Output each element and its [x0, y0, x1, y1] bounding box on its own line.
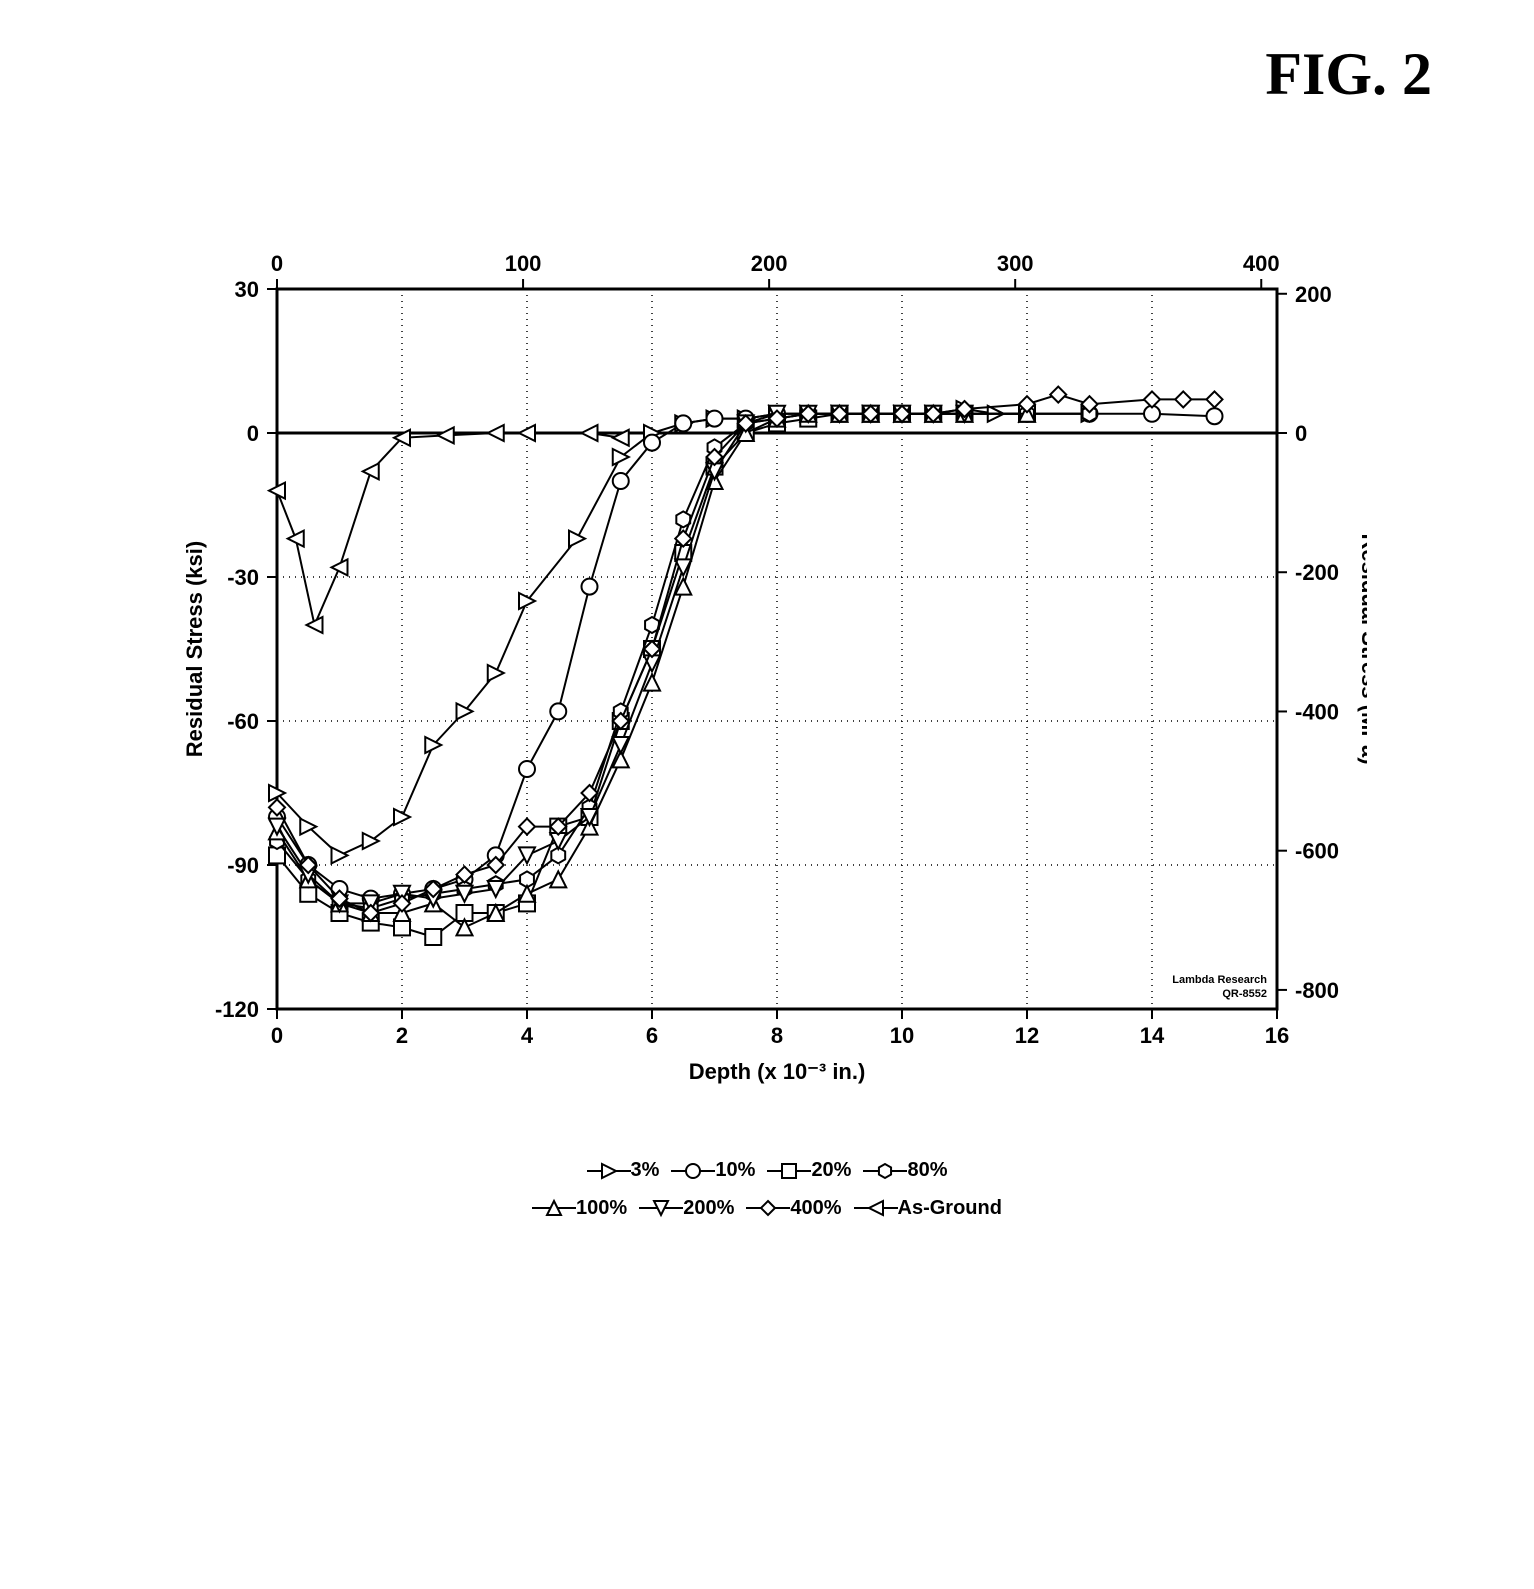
svg-text:Depth (x 10⁻³ in.): Depth (x 10⁻³ in.) — [689, 1059, 866, 1084]
svg-text:Residual Stress (ksi): Residual Stress (ksi) — [182, 541, 207, 757]
svg-text:6: 6 — [646, 1023, 658, 1048]
svg-text:-90: -90 — [227, 853, 259, 878]
svg-text:0: 0 — [271, 1023, 283, 1048]
svg-text:8: 8 — [771, 1023, 783, 1048]
svg-text:0: 0 — [1295, 421, 1307, 446]
svg-text:100: 100 — [505, 251, 542, 276]
svg-text:30: 30 — [235, 277, 259, 302]
svg-text:-30: -30 — [227, 565, 259, 590]
legend-item: 400% — [746, 1197, 841, 1220]
legend-item: 10% — [671, 1159, 755, 1182]
svg-text:Lambda Research: Lambda Research — [1172, 974, 1267, 986]
svg-text:-400: -400 — [1295, 699, 1339, 724]
chart-legend: 3% 10% 20% 80% 100% 200% 400% As-Ground — [167, 1159, 1367, 1224]
svg-text:-60: -60 — [227, 709, 259, 734]
svg-text:-200: -200 — [1295, 560, 1339, 585]
svg-text:16: 16 — [1265, 1023, 1289, 1048]
svg-text:10: 10 — [890, 1023, 914, 1048]
svg-text:-600: -600 — [1295, 839, 1339, 864]
svg-text:-800: -800 — [1295, 978, 1339, 1003]
svg-text:200: 200 — [1295, 282, 1332, 307]
svg-text:Residual Stress (MPa): Residual Stress (MPa) — [1357, 533, 1367, 764]
legend-item: 200% — [639, 1197, 734, 1220]
figure-title: FIG. 2 — [42, 40, 1432, 109]
svg-text:QR-8552: QR-8552 — [1222, 988, 1267, 1000]
legend-item: 100% — [532, 1197, 627, 1220]
svg-text:300: 300 — [997, 251, 1034, 276]
svg-text:-120: -120 — [215, 997, 259, 1022]
svg-text:12: 12 — [1015, 1023, 1039, 1048]
chart-svg: 02468101214160100200300400-120-90-60-300… — [167, 249, 1367, 1149]
svg-text:2: 2 — [396, 1023, 408, 1048]
legend-item: As-Ground — [854, 1197, 1002, 1220]
svg-text:4: 4 — [521, 1023, 534, 1048]
svg-text:200: 200 — [751, 251, 788, 276]
svg-text:400: 400 — [1243, 251, 1280, 276]
svg-text:0: 0 — [247, 421, 259, 446]
legend-item: 3% — [587, 1159, 660, 1182]
svg-text:14: 14 — [1140, 1023, 1165, 1048]
legend-item: 20% — [767, 1159, 851, 1182]
legend-item: 80% — [863, 1159, 947, 1182]
residual-stress-chart: 02468101214160100200300400-120-90-60-300… — [167, 249, 1367, 1224]
svg-text:0: 0 — [271, 251, 283, 276]
